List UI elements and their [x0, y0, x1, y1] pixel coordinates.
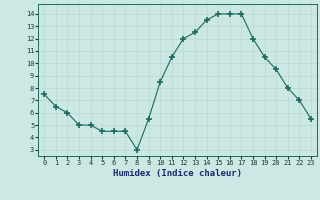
X-axis label: Humidex (Indice chaleur): Humidex (Indice chaleur) [113, 169, 242, 178]
